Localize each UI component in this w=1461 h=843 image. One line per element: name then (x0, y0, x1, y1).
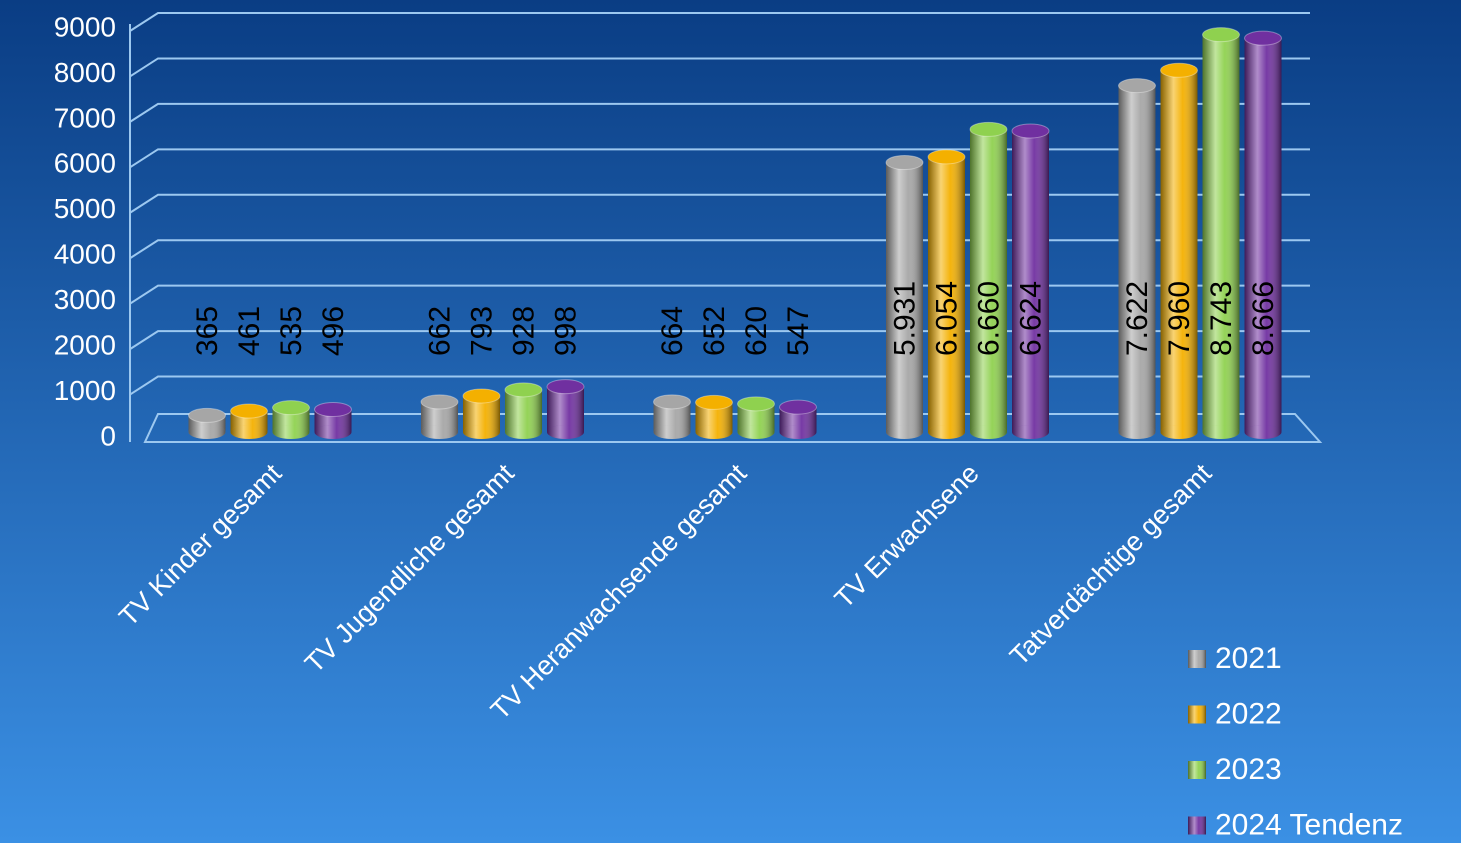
data-label: 620 (740, 306, 773, 356)
bar-shading (886, 162, 923, 432)
grid-line (129, 148, 1310, 169)
legend-swatch-shading (1188, 650, 1206, 668)
bar-shading (1118, 85, 1156, 433)
bar-top (1118, 78, 1156, 94)
bar-top (927, 149, 966, 165)
floor (143, 413, 1323, 443)
y-tick-label: 7000 (54, 102, 116, 133)
y-tick-label: 5000 (54, 193, 116, 224)
data-label: 8.666 (1247, 281, 1280, 356)
bar-top (1160, 62, 1198, 78)
y-tick-label: 0 (100, 420, 116, 451)
bar-shading (1160, 70, 1198, 433)
bar-top (188, 407, 226, 423)
grid-line (129, 330, 1310, 350)
bar-shading (1244, 38, 1282, 433)
bar-top (1244, 30, 1282, 46)
bar-top (420, 394, 459, 410)
legend-label: 2024 Tendenz (1215, 808, 1403, 841)
grid-line (129, 239, 1310, 260)
data-label: 928 (507, 306, 540, 356)
bar-top (546, 379, 585, 395)
bar-top (653, 394, 691, 410)
data-label: 6.054 (930, 281, 963, 356)
legend-label: 2022 (1215, 697, 1282, 730)
y-tick-label: 1000 (54, 375, 116, 406)
y-tick-label: 3000 (54, 284, 116, 315)
legend-label: 2023 (1215, 753, 1282, 786)
bar-bottom-shading (695, 425, 733, 439)
bar-bottom-shading (928, 425, 965, 439)
bar-top (779, 399, 817, 415)
bar-bottom-shading (505, 425, 542, 439)
bar-bottom-shading (230, 425, 268, 439)
bar-top (462, 388, 501, 404)
bar-shading (928, 156, 965, 432)
data-label: 7.960 (1163, 281, 1196, 356)
data-label: 8.743 (1205, 281, 1238, 356)
bar-bottom-shading (653, 425, 691, 439)
bar-bottom-shading (463, 425, 500, 439)
bar-top (504, 382, 543, 398)
bar-bottom-shading (314, 425, 352, 439)
legend-label: 2021 (1215, 642, 1282, 675)
y-tick-label: 2000 (54, 330, 116, 361)
bar-bottom-shading (188, 425, 226, 439)
bar-bottom-shading (970, 425, 1007, 439)
y-tick-label: 8000 (54, 57, 116, 88)
y-tick-label: 4000 (54, 239, 116, 270)
data-label: 7.622 (1121, 281, 1154, 356)
bar-shading (1012, 130, 1049, 432)
bar-shading (505, 389, 542, 432)
data-label: 6.660 (972, 281, 1005, 356)
data-label: 793 (465, 306, 498, 356)
bar-shading (1202, 34, 1240, 432)
bar-top (885, 154, 924, 170)
bar-top (1202, 27, 1240, 43)
grid-line (129, 284, 1310, 305)
data-label: 5.931 (888, 281, 921, 356)
data-label: 461 (233, 306, 266, 356)
bar-top (1011, 123, 1050, 139)
bar-bottom-shading (547, 425, 584, 439)
data-label: 664 (656, 306, 689, 356)
grid-line (129, 193, 1310, 214)
bar-shading (970, 129, 1007, 432)
bar-bottom-shading (779, 425, 817, 439)
data-label: 496 (317, 306, 350, 356)
legend-swatch-shading (1188, 816, 1206, 835)
legend-swatch-shading (1188, 761, 1206, 779)
y-tick-label: 6000 (54, 148, 116, 179)
bar-bottom-shading (1118, 425, 1156, 439)
grid-line (129, 102, 1310, 123)
legend-swatch-shading (1188, 705, 1206, 724)
grid-line (129, 12, 1310, 32)
bar-top (272, 400, 310, 416)
bar-top (969, 121, 1008, 137)
grid-line (129, 57, 1310, 78)
bar-bottom-shading (886, 425, 923, 439)
bar-bottom-shading (737, 425, 775, 439)
grid-line (129, 375, 1310, 396)
data-label: 998 (549, 306, 582, 356)
data-label: 547 (782, 306, 815, 356)
bar-bottom-shading (1202, 425, 1240, 439)
data-label: 662 (423, 306, 456, 356)
bar-top (230, 403, 268, 419)
bar-top (314, 401, 352, 417)
data-label: 652 (698, 306, 731, 356)
bar-top (737, 396, 775, 412)
data-label: 535 (275, 306, 308, 356)
bar-bottom-shading (272, 425, 310, 439)
data-label: 365 (191, 306, 224, 356)
y-tick-label: 9000 (54, 11, 116, 42)
data-label: 6.624 (1014, 281, 1047, 356)
bar-bottom-shading (421, 425, 458, 439)
bar-top (695, 394, 733, 410)
bar-shading (547, 386, 584, 432)
bar-bottom-shading (1160, 425, 1198, 439)
bar-bottom-shading (1012, 425, 1049, 439)
bar-bottom-shading (1244, 425, 1282, 439)
